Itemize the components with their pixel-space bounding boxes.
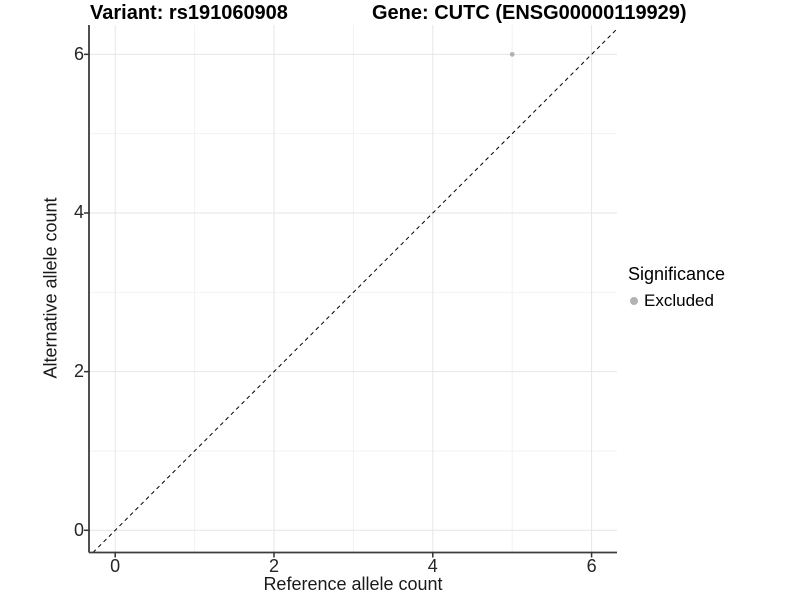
data-point bbox=[509, 51, 515, 57]
x-tick-label: 0 bbox=[110, 556, 121, 576]
x-tick-label: 2 bbox=[268, 556, 279, 576]
identity-line bbox=[92, 28, 618, 553]
plot-panel bbox=[84, 25, 618, 558]
legend: Significance Excluded bbox=[628, 264, 798, 311]
x-axis-title: Reference allele count bbox=[263, 574, 443, 594]
legend-item-label: Excluded bbox=[644, 291, 714, 310]
y-tick-label: 2 bbox=[73, 361, 84, 382]
y-tick-label: 0 bbox=[73, 519, 84, 540]
y-axis-title: Alternative allele count bbox=[40, 197, 61, 379]
x-tick-label: 6 bbox=[586, 556, 597, 576]
y-tick-label: 4 bbox=[73, 202, 84, 223]
plot-title-variant: Variant: rs191060908 bbox=[90, 2, 288, 24]
plot-title-gene: Gene: CUTC (ENSG00000119929) bbox=[372, 2, 687, 24]
legend-point-icon bbox=[630, 297, 638, 305]
x-tick-label: 4 bbox=[427, 556, 438, 576]
legend-item-excluded: Excluded bbox=[628, 291, 798, 311]
legend-title: Significance bbox=[628, 264, 726, 284]
y-tick-label: 6 bbox=[73, 43, 84, 64]
